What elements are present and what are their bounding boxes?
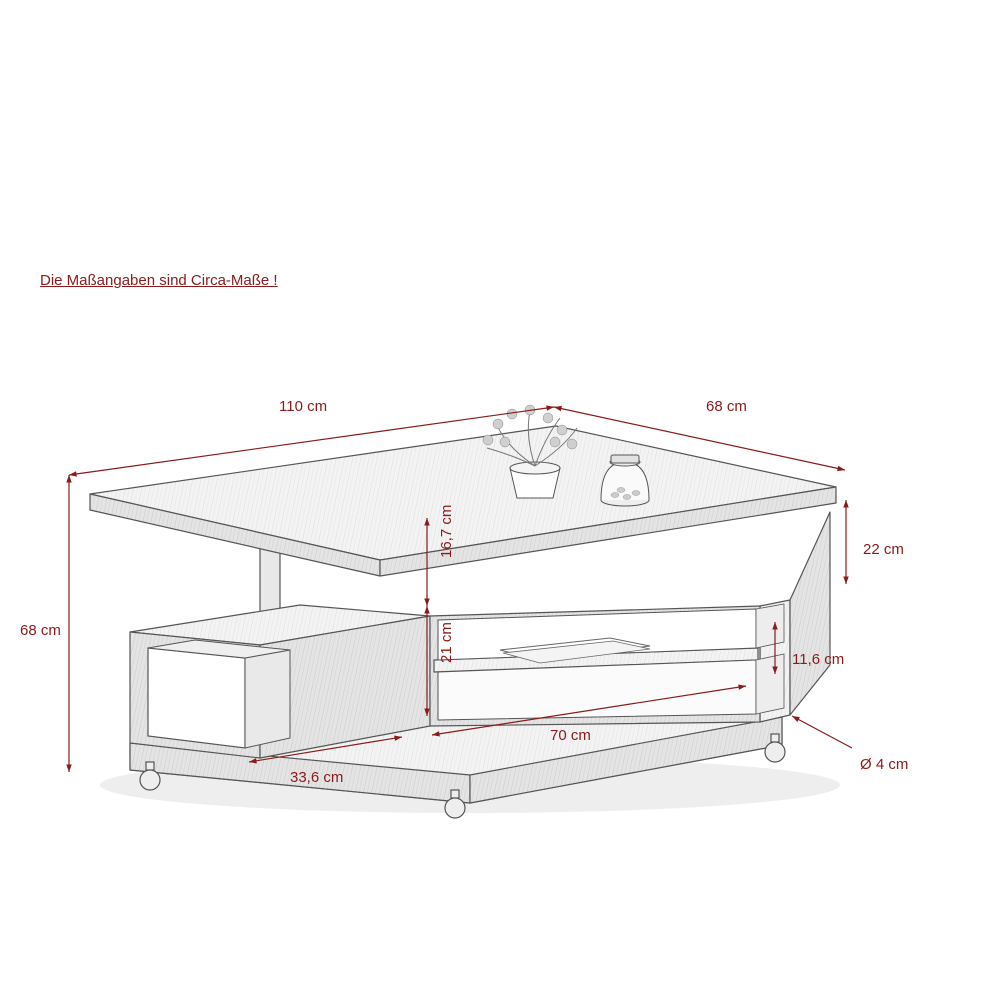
dim-label-box_width: 33,6 cm	[290, 769, 343, 786]
dim-label-shelf_gap: 11,6 cm	[792, 651, 844, 668]
dim-label-right_height: 22 cm	[863, 541, 904, 558]
dim-label-shelf_width: 70 cm	[550, 727, 591, 744]
dim-label-width: 110 cm	[279, 398, 327, 415]
dimension-overlay	[0, 0, 1000, 1000]
dim-label-box_height: 21 cm	[438, 622, 455, 663]
dim-label-depth: 68 cm	[706, 398, 747, 415]
dim-label-gap_height: 16,7 cm	[438, 505, 455, 558]
dim-label-height_total: 68 cm	[20, 622, 61, 639]
dim-label-wheel_diameter: Ø 4 cm	[860, 756, 908, 773]
